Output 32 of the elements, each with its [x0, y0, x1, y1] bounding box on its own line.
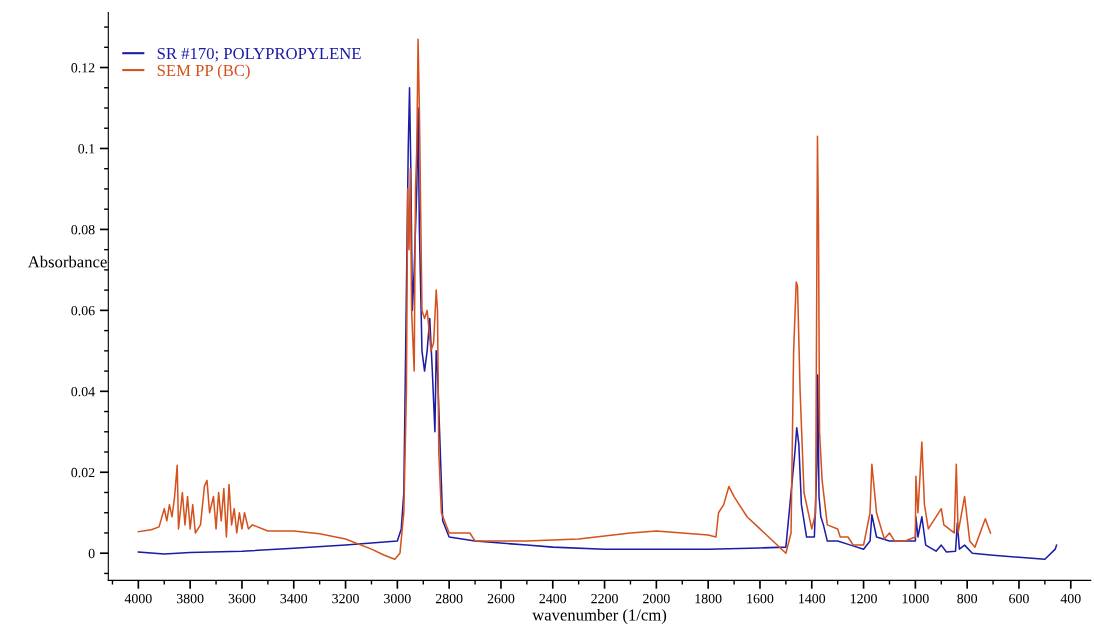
y-tick-label: 0.02 [71, 467, 95, 478]
x-tick-label: 2000 [643, 593, 670, 604]
line-series [137, 86, 1058, 561]
x-tick-label: 1800 [695, 593, 722, 604]
y-tick-label: 0.08 [71, 225, 95, 235]
x-tick-label: 800 [957, 593, 978, 604]
y-tick-label: 0 [88, 548, 95, 559]
x-tick-label: 4000 [124, 593, 152, 604]
legend-label: SEM PP (BC) [157, 64, 250, 80]
x-tick-label: 2600 [487, 593, 515, 604]
x-tick-label: 3200 [332, 593, 359, 604]
y-tick-label: 0.06 [71, 305, 95, 316]
x-tick-label: 3800 [176, 593, 204, 604]
x-axis-title: wavenumber (1/cm) [532, 608, 667, 624]
x-tick-label: 2800 [435, 593, 463, 604]
y-tick-label: 0.04 [71, 386, 95, 397]
x-tick-label: 1000 [902, 593, 929, 604]
x-tick-label: 400 [1060, 593, 1081, 604]
x-tick-label: 1600 [747, 593, 774, 604]
y-tick-label: 0.1 [78, 144, 95, 154]
legend-label: SR #170; POLYPROPYLENE [157, 47, 361, 62]
x-tick-label: 3400 [280, 593, 308, 604]
x-tick-label: 1200 [850, 593, 877, 604]
x-tick-label: 2400 [539, 593, 567, 604]
x-tick-label: 3600 [228, 593, 256, 604]
x-tick-label: 3000 [384, 593, 411, 604]
line-series [137, 38, 992, 561]
x-tick-label: 1400 [799, 593, 826, 604]
x-tick-label: 2200 [591, 593, 618, 604]
y-tick-label: 0.12 [71, 63, 95, 73]
y-axis-title: Absorbance [27, 255, 107, 268]
x-tick-label: 600 [1009, 593, 1029, 604]
